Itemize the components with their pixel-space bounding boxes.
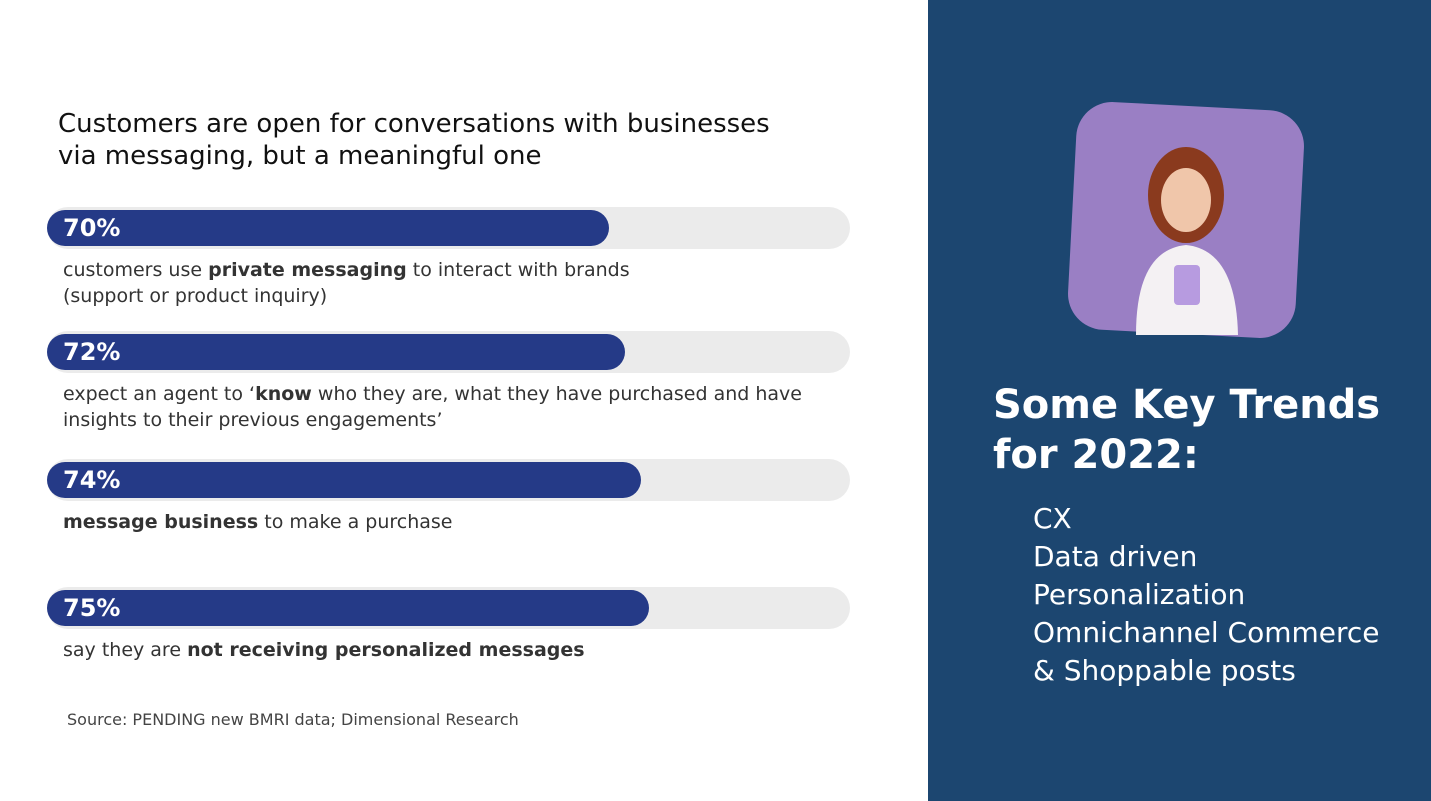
value-label: 75% (63, 594, 121, 622)
bar-track: 70% (47, 207, 850, 249)
bold-text: message business (63, 511, 259, 533)
value-label: 74% (63, 466, 121, 494)
trend-list: CX Data driven Personalization Omnichannel … (1033, 500, 1380, 690)
text: who they are, what they have purchased a… (311, 383, 802, 405)
description: customers use private messaging to inter… (63, 257, 850, 309)
title: Customers are open for conversations wit… (58, 108, 770, 172)
heading: Some Key Trends for 2022: (993, 380, 1380, 480)
description-line: (support or product inquiry) (63, 283, 850, 309)
bold-text: know (255, 383, 312, 405)
title-line: Customers are open for conversations wit… (58, 109, 770, 139)
bar (47, 334, 626, 370)
heading-line: Some Key Trends (993, 382, 1381, 428)
text: to make a purchase (258, 511, 453, 533)
description: message business to make a purchase (63, 509, 850, 535)
bar-track: 72% (47, 331, 850, 373)
description-line: expect an agent to ‘know who they are, w… (63, 381, 850, 407)
text: to interact with brands (406, 259, 630, 281)
description-line: message business to make a purchase (63, 509, 850, 535)
stat: 70% customers use private messaging to in… (47, 207, 850, 309)
description-line: customers use private messaging to inter… (63, 257, 850, 283)
value-label: 70% (63, 214, 121, 242)
bar-track: 74% (47, 459, 850, 501)
stat: 75% say they are not receiving personaliz… (47, 587, 850, 663)
description: say they are not receiving personalized … (63, 637, 850, 663)
bar-track: 75% (47, 587, 850, 629)
sidebar: Some Key Trends for 2022: CX Data driven Pe… (928, 0, 1431, 801)
bar (47, 590, 650, 626)
trend-item: CX (1033, 502, 1072, 535)
description-line: say they are not receiving personalized … (63, 637, 850, 663)
stat: 74% message business to make a purchase (47, 459, 850, 535)
text: (support or product inquiry) (63, 285, 328, 307)
text: insights to their previous engagements’ (63, 409, 443, 431)
trend-item: Data driven (1033, 540, 1198, 573)
bold-text: not receiving personalized messages (187, 639, 585, 661)
trend-item: Omnichannel Commerce (1033, 616, 1380, 649)
description-line: insights to their previous engagements’ (63, 407, 850, 433)
title-line: via messaging, but a meaningful one (58, 141, 542, 171)
bar (47, 462, 642, 498)
heading-line: for 2022: (993, 432, 1199, 478)
trend-item: Personalization (1033, 578, 1246, 611)
text: customers use (63, 259, 209, 281)
description: expect an agent to ‘know who they are, w… (63, 381, 850, 433)
text: expect an agent to ‘ (63, 383, 256, 405)
bar (47, 210, 610, 246)
source: Source: PENDING new BMRI data; Dimension… (67, 710, 519, 729)
text: say they are (63, 639, 188, 661)
trend-item: & Shoppable posts (1033, 654, 1296, 687)
bold-text: private messaging (208, 259, 407, 281)
value-label: 72% (63, 338, 121, 366)
stat: 72% expect an agent to ‘know who they are… (47, 331, 850, 433)
photo (1068, 102, 1304, 338)
